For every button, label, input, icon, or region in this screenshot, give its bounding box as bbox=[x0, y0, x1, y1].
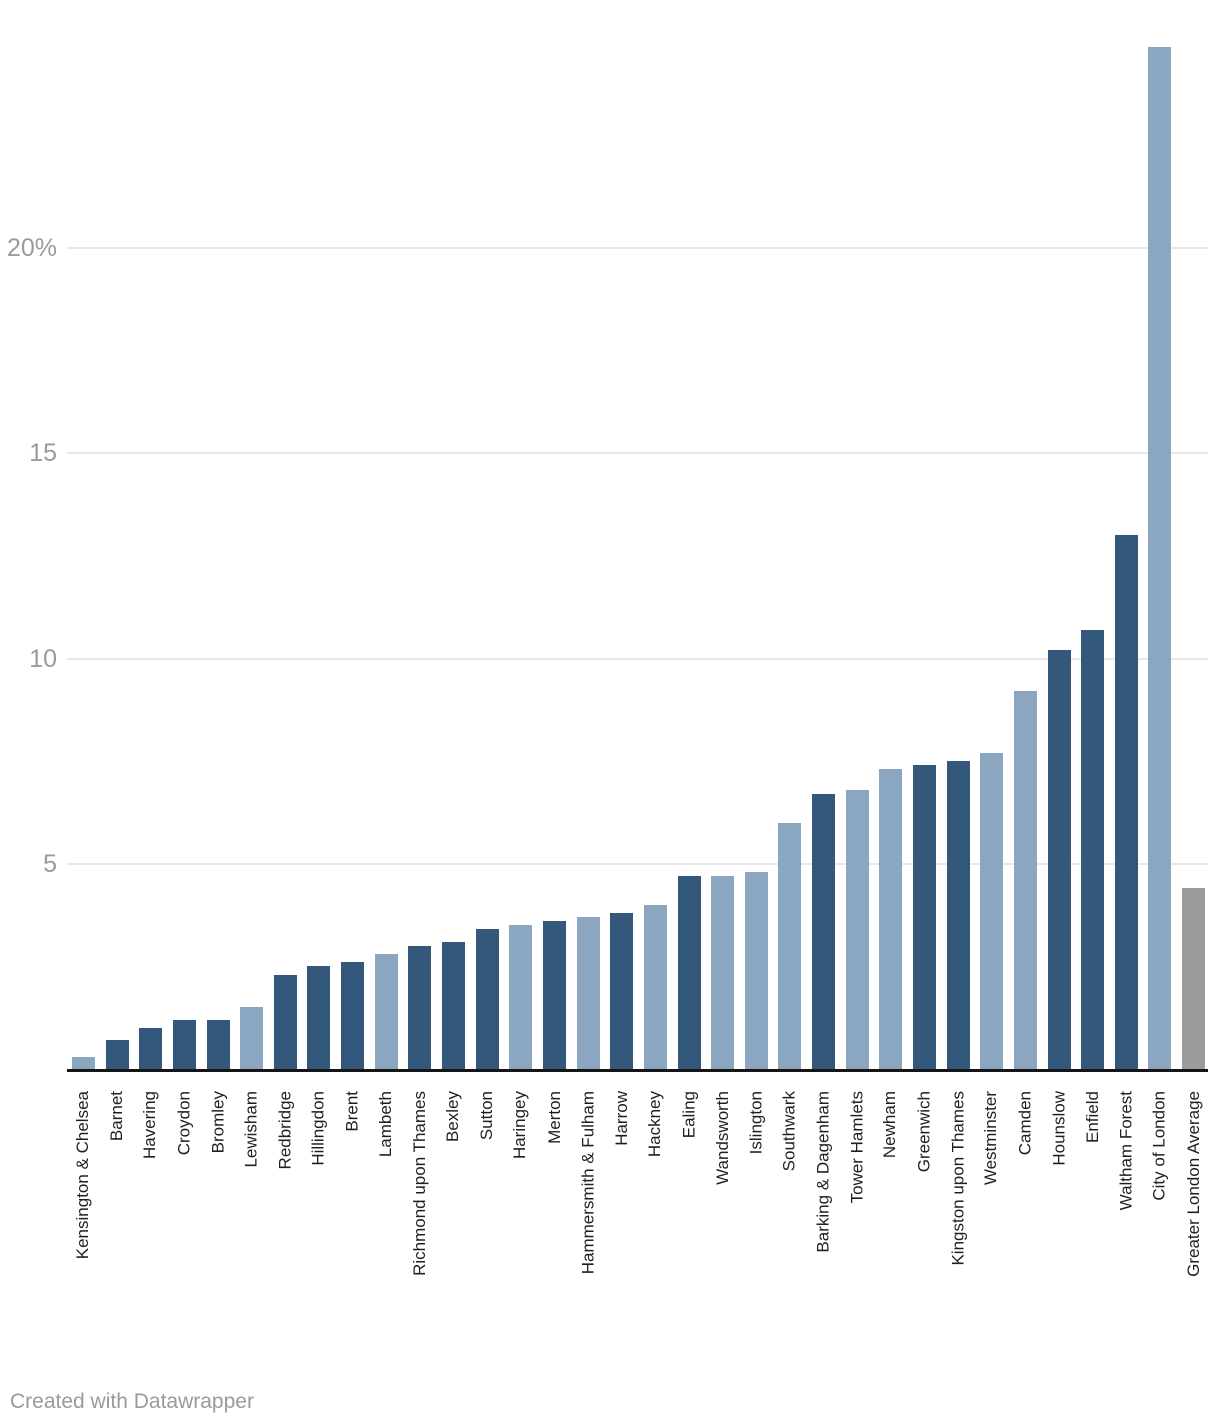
bar-greenwich bbox=[913, 765, 936, 1069]
bar-wandsworth bbox=[711, 876, 734, 1069]
bar-hackney bbox=[644, 905, 667, 1069]
x-label-lambeth: Lambeth bbox=[376, 1091, 396, 1158]
x-label-barking-and-dagenham: Barking & Dagenham bbox=[813, 1091, 833, 1253]
gridline-5 bbox=[67, 862, 1208, 865]
x-label-westminster: Westminster bbox=[981, 1091, 1001, 1186]
bar-waltham-forest bbox=[1115, 535, 1138, 1069]
x-label-greater-london-average: Greater London Average bbox=[1183, 1091, 1203, 1277]
x-label-merton: Merton bbox=[544, 1091, 564, 1144]
x-label-wandsworth: Wandsworth bbox=[712, 1091, 732, 1185]
x-label-harrow: Harrow bbox=[611, 1091, 631, 1146]
x-label-barnet: Barnet bbox=[107, 1091, 127, 1142]
bar-islington bbox=[745, 872, 768, 1069]
gridline-10 bbox=[67, 657, 1208, 660]
bar-croydon bbox=[173, 1020, 196, 1069]
bar-ealing bbox=[678, 876, 701, 1069]
bar-newham bbox=[879, 769, 902, 1069]
x-label-southwark: Southwark bbox=[779, 1091, 799, 1172]
x-label-enfield: Enfield bbox=[1082, 1091, 1102, 1143]
bar-bromley bbox=[207, 1020, 230, 1069]
x-label-islington: Islington bbox=[746, 1091, 766, 1155]
x-label-newham: Newham bbox=[880, 1091, 900, 1159]
bar-enfield bbox=[1081, 630, 1104, 1069]
x-label-hammersmith-and-fulham: Hammersmith & Fulham bbox=[578, 1091, 598, 1275]
bar-hounslow bbox=[1048, 650, 1071, 1069]
datawrapper-credit: Created with Datawrapper bbox=[10, 1390, 254, 1413]
bar-merton bbox=[543, 921, 566, 1069]
bar-lewisham bbox=[240, 1007, 263, 1069]
x-label-richmond-upon-thames: Richmond upon Thames bbox=[409, 1091, 429, 1276]
gridline-20 bbox=[67, 247, 1208, 249]
bar-camden bbox=[1014, 691, 1037, 1069]
y-tick-label-10: 10 bbox=[29, 644, 57, 673]
bar-city-of-london bbox=[1148, 47, 1171, 1069]
bar-kingston-upon-thames bbox=[947, 761, 970, 1069]
x-label-bromley: Bromley bbox=[208, 1091, 228, 1154]
x-label-tower-hamlets: Tower Hamlets bbox=[847, 1091, 867, 1204]
bar-barnet bbox=[106, 1040, 129, 1069]
x-axis-line bbox=[67, 1069, 1208, 1072]
bar-harrow bbox=[610, 913, 633, 1069]
gridline-15 bbox=[67, 452, 1208, 455]
bar-barking-and-dagenham bbox=[812, 794, 835, 1069]
x-label-hounslow: Hounslow bbox=[1049, 1091, 1069, 1166]
x-label-lewisham: Lewisham bbox=[241, 1091, 261, 1168]
y-tick-label-20: 20% bbox=[6, 234, 57, 262]
x-label-hillingdon: Hillingdon bbox=[308, 1091, 328, 1166]
x-label-sutton: Sutton bbox=[477, 1091, 497, 1141]
bar-lambeth bbox=[375, 954, 398, 1069]
x-label-haringey: Haringey bbox=[510, 1091, 530, 1160]
x-label-hackney: Hackney bbox=[645, 1091, 665, 1158]
x-label-ealing: Ealing bbox=[679, 1091, 699, 1139]
bar-haringey bbox=[509, 925, 532, 1069]
x-label-camden: Camden bbox=[1015, 1091, 1035, 1156]
bar-richmond-upon-thames bbox=[408, 946, 431, 1069]
x-label-croydon: Croydon bbox=[174, 1091, 194, 1156]
x-label-brent: Brent bbox=[342, 1091, 362, 1132]
x-label-greenwich: Greenwich bbox=[914, 1091, 934, 1173]
x-label-redbridge: Redbridge bbox=[275, 1091, 295, 1170]
y-tick-label-15: 15 bbox=[29, 439, 57, 468]
bar-havering bbox=[139, 1028, 162, 1069]
bar-hillingdon bbox=[307, 966, 330, 1069]
bar-kensington-and-chelsea bbox=[72, 1057, 95, 1069]
bar-southwark bbox=[778, 823, 801, 1069]
bar-westminster bbox=[980, 753, 1003, 1069]
bar-sutton bbox=[476, 929, 499, 1069]
x-label-havering: Havering bbox=[140, 1091, 160, 1160]
bar-bexley bbox=[442, 942, 465, 1069]
x-label-city-of-london: City of London bbox=[1149, 1091, 1169, 1201]
bar-greater-london-average bbox=[1182, 888, 1205, 1069]
x-label-waltham-forest: Waltham Forest bbox=[1116, 1091, 1136, 1211]
bar-redbridge bbox=[274, 975, 297, 1069]
bar-tower-hamlets bbox=[846, 790, 869, 1069]
bar-hammersmith-and-fulham bbox=[577, 917, 600, 1069]
bar-brent bbox=[341, 962, 364, 1069]
y-tick-label-5: 5 bbox=[43, 849, 57, 878]
x-label-bexley: Bexley bbox=[443, 1091, 463, 1143]
x-label-kensington-and-chelsea: Kensington & Chelsea bbox=[73, 1091, 93, 1260]
x-label-kingston-upon-thames: Kingston upon Thames bbox=[948, 1091, 968, 1266]
